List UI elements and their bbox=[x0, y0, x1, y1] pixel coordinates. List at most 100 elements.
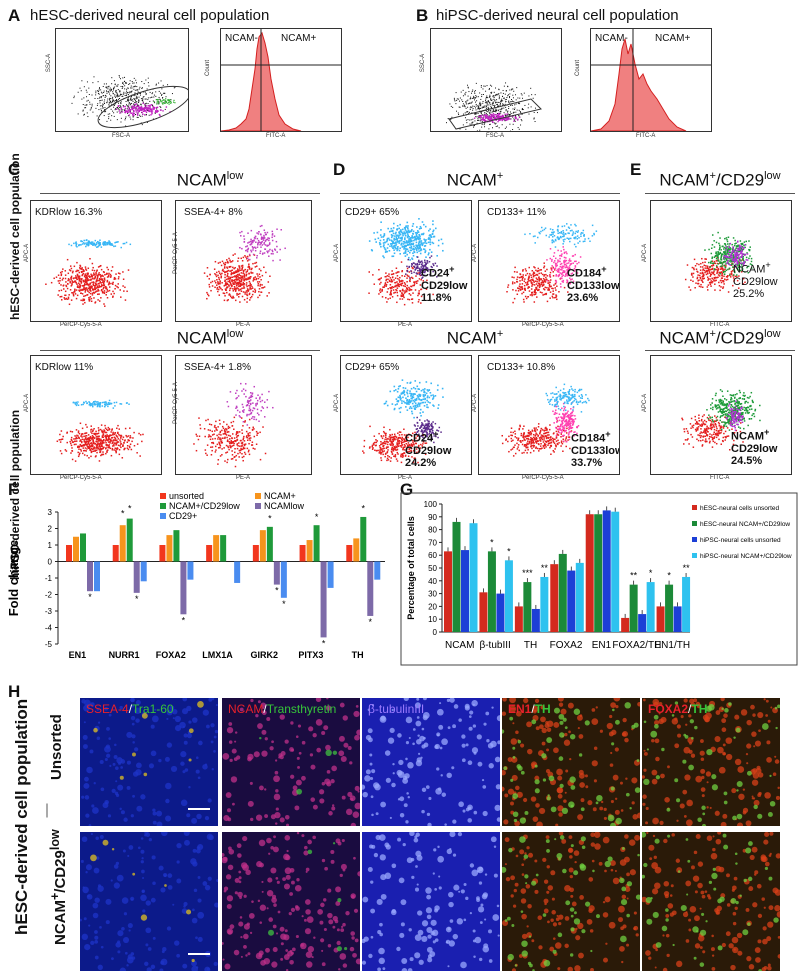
y-tick-label: 70 bbox=[428, 538, 437, 547]
bar bbox=[252, 545, 259, 562]
significance-star: * bbox=[135, 594, 139, 604]
y-tick-label: 2 bbox=[48, 525, 53, 534]
legend-swatch bbox=[692, 537, 697, 542]
sorted-main: NCAM bbox=[52, 900, 69, 945]
significance-star: ** bbox=[541, 563, 549, 573]
flow-e-top: NCAM+ CD29low 25.2% bbox=[650, 200, 792, 322]
legend-swatch bbox=[160, 503, 166, 509]
bar bbox=[234, 561, 241, 583]
legend-swatch bbox=[160, 513, 166, 519]
significance-star: * bbox=[369, 617, 373, 627]
y-tick-label: 1 bbox=[48, 541, 53, 550]
legend-label: hiPSC-neural NCAM+/CD29low bbox=[700, 553, 792, 560]
gate-pop: CD29low bbox=[421, 279, 468, 292]
gate-name: CD24 bbox=[405, 432, 434, 445]
x-tick-label: EN1 bbox=[592, 640, 612, 651]
significance-star: * bbox=[282, 599, 286, 609]
flow-cloud bbox=[684, 231, 753, 293]
gate-pct: 25.2% bbox=[733, 287, 765, 300]
label-segment: TH bbox=[691, 702, 708, 716]
significance-star: * bbox=[275, 586, 279, 596]
bar bbox=[299, 545, 306, 562]
legend-swatch bbox=[692, 505, 697, 510]
x-label: PerCP-Cy5-5-A bbox=[60, 322, 102, 328]
bar bbox=[166, 535, 173, 562]
micrograph-label: NCAM/Transthyretin bbox=[228, 702, 336, 716]
significance-star: ** bbox=[630, 571, 638, 581]
bar bbox=[87, 561, 93, 592]
gate-neg-a: NCAM- bbox=[225, 33, 258, 44]
bar bbox=[374, 561, 381, 580]
bar bbox=[360, 516, 367, 562]
bar bbox=[523, 582, 532, 632]
bar bbox=[550, 564, 559, 632]
bar bbox=[73, 536, 79, 562]
y-axis-label: Fold change bbox=[6, 540, 21, 617]
gate-pop: CD133low bbox=[571, 444, 620, 457]
y-tick-label: 40 bbox=[428, 577, 437, 586]
flow-cloud bbox=[203, 224, 286, 303]
row-label-sorted: NCAM+/CD29low bbox=[48, 829, 69, 945]
significance-star: * bbox=[268, 514, 272, 524]
scatter-y-label-a: SSC-A bbox=[46, 53, 53, 73]
bar bbox=[461, 550, 469, 632]
bar bbox=[273, 561, 280, 585]
panel-letter-f: F bbox=[8, 480, 19, 499]
y-label: APC-A bbox=[334, 393, 341, 413]
header-tail: /CD29 bbox=[715, 328, 765, 348]
flow-e-bot: NCAM+ CD29low 24.5% bbox=[650, 355, 792, 475]
scatter-x-label-a: FSC-A bbox=[112, 133, 130, 139]
micrograph-texture bbox=[222, 832, 360, 971]
flow-cloud bbox=[506, 223, 598, 304]
flow-cloud bbox=[362, 379, 444, 464]
gate-label: NCAM+ CD29low 24.5% bbox=[731, 426, 777, 467]
hist-y-label-b: Count bbox=[575, 59, 582, 77]
hist-y-label-a: Count bbox=[205, 59, 212, 77]
divider-d-bot bbox=[340, 350, 620, 351]
row-label-unsorted: Unsorted bbox=[48, 714, 65, 780]
bar bbox=[353, 538, 360, 562]
panel-letter-b: B bbox=[416, 6, 429, 25]
bar bbox=[602, 510, 611, 632]
y-label: APC-A bbox=[24, 243, 31, 263]
significance-star: * bbox=[88, 592, 92, 602]
title-b: hiPSC-derived neural cell population bbox=[436, 7, 679, 24]
gate-pct: 11.8% bbox=[421, 291, 452, 304]
bar bbox=[487, 551, 496, 632]
x-label: PE-A bbox=[236, 475, 251, 481]
flow-label: CD133+ 11% bbox=[487, 207, 547, 218]
bar bbox=[611, 511, 620, 632]
flow-c1-top: KDRlow 16.3% bbox=[30, 200, 162, 322]
significance-star: * bbox=[121, 509, 125, 519]
bar bbox=[673, 606, 682, 632]
micrograph-texture bbox=[502, 832, 640, 971]
micrograph-image: EN1/TH bbox=[502, 698, 640, 826]
significance-star: * bbox=[315, 512, 319, 522]
flow-label: CD29+ 65% bbox=[345, 362, 400, 373]
bar bbox=[567, 570, 576, 632]
header-sup: low bbox=[226, 170, 244, 182]
flow-cloud bbox=[45, 239, 132, 307]
gate-neg-b: NCAM- bbox=[595, 33, 628, 44]
gate-name: NCAM bbox=[733, 263, 766, 276]
gate-name: NCAM bbox=[731, 430, 764, 443]
gate-pop: CD29low bbox=[733, 275, 778, 288]
significance-star: * bbox=[322, 638, 326, 648]
significance-star: * bbox=[490, 537, 494, 547]
x-tick-label: EN1/TH bbox=[655, 640, 691, 651]
label-segment: FOXA2 bbox=[648, 702, 689, 716]
x-label: PerCP-Cy5-5-A bbox=[522, 475, 564, 481]
header-sup: + bbox=[709, 328, 716, 340]
micrograph-texture bbox=[362, 698, 500, 826]
bar bbox=[594, 514, 603, 632]
header-sup: + bbox=[709, 170, 716, 182]
gate-label: CD24+ CD29low 24.2% bbox=[405, 428, 451, 469]
y-label: APC-A bbox=[642, 393, 649, 413]
label-segment: TH bbox=[534, 702, 551, 716]
bar bbox=[94, 561, 100, 592]
micrograph-texture bbox=[502, 698, 640, 826]
gate-label: CD184+ CD133low 33.7% bbox=[571, 428, 620, 469]
header-sup2: low bbox=[764, 328, 781, 340]
panel-letter-a: A bbox=[8, 6, 21, 25]
micrograph-texture bbox=[81, 698, 218, 826]
